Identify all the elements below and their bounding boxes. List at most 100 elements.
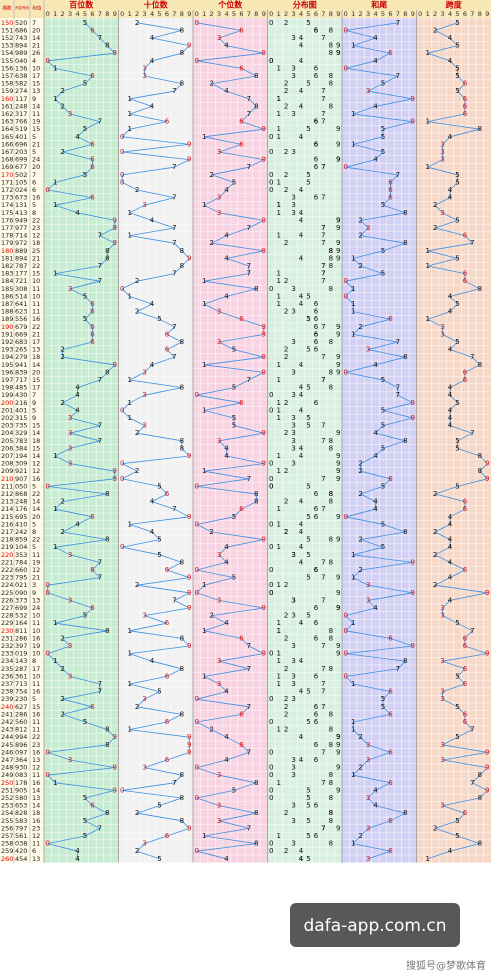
trend-segment <box>144 75 182 84</box>
trend-segment <box>233 782 257 791</box>
column-label: 1 <box>277 10 281 18</box>
distribution-digit: 4 <box>299 57 304 65</box>
trend-digit: 3 <box>366 756 370 764</box>
trend-digit: 5 <box>455 72 459 80</box>
trend-segment <box>62 524 78 533</box>
draw-number: 143 <box>15 657 27 665</box>
issue: 176 <box>1 216 13 224</box>
trend-digit: 4 <box>448 384 453 392</box>
distribution-digit: 4 <box>299 254 304 262</box>
draw-number: 713 <box>15 680 27 688</box>
trend-digit: 2 <box>60 353 64 361</box>
trend-segment <box>464 645 488 654</box>
trend-digit: 1 <box>127 95 131 103</box>
draw-digit: 6 <box>15 604 19 612</box>
trend-segment <box>353 774 391 784</box>
draw-number: 812 <box>15 726 27 734</box>
distribution-digit: 5 <box>306 688 310 696</box>
draw-number: 627 <box>15 703 27 711</box>
trend-digit: 4 <box>448 574 453 582</box>
trend-digit: 4 <box>224 444 229 452</box>
draw-digit: 1 <box>15 452 19 460</box>
issue: 208 <box>1 460 13 468</box>
distribution-digit: 9 <box>336 156 340 164</box>
trend-segment <box>442 136 451 145</box>
trend-digit: 8 <box>180 634 184 642</box>
distribution-digit: 6 <box>314 323 319 331</box>
distribution-digit: 8 <box>329 634 333 642</box>
trend-segment <box>99 258 108 267</box>
trend-digit: 7 <box>172 353 176 361</box>
trend-digit: 3 <box>68 414 72 422</box>
draw-digit: 5 <box>15 315 19 323</box>
trend-segment <box>360 212 406 221</box>
section-title: 十位数 <box>144 0 169 10</box>
trend-segment <box>449 592 488 601</box>
trend-segment <box>367 600 376 609</box>
column-label: 7 <box>321 10 325 18</box>
trend-digit: 8 <box>254 102 258 110</box>
draw-number: 894 <box>15 42 27 50</box>
draw-digit: 9 <box>19 513 23 521</box>
distribution-digit: 3 <box>291 414 295 422</box>
sum: 14 <box>32 34 40 42</box>
trend-digit: 0 <box>120 406 124 414</box>
trend-segment <box>219 600 264 609</box>
trend-digit: 8 <box>478 467 482 475</box>
draw-digit: 7 <box>15 574 19 582</box>
trend-segment <box>375 805 406 814</box>
trend-digit: 2 <box>209 80 213 88</box>
issue: 186 <box>1 292 13 300</box>
column-label: 0 <box>344 10 348 18</box>
draw-digit: 2 <box>15 665 19 673</box>
draw-digit: 7 <box>23 824 27 832</box>
column-label: 3 <box>143 10 147 18</box>
draw-digit: 4 <box>23 619 27 627</box>
trend-segment <box>367 341 398 350</box>
trend-digit: 1 <box>202 277 206 285</box>
issue: 180 <box>1 247 13 255</box>
sum: 5 <box>32 201 36 209</box>
trend-digit: 7 <box>98 262 102 270</box>
distribution-digit: 1 <box>276 414 280 422</box>
trend-digit: 1 <box>351 771 355 779</box>
trend-digit: 4 <box>373 34 378 42</box>
distribution-digit: 0 <box>269 718 273 726</box>
distribution-digit: 5 <box>306 292 310 300</box>
draw-digit: 6 <box>23 741 27 749</box>
trend-segment <box>472 782 488 791</box>
trend-digit: 4 <box>448 133 453 141</box>
trend-segment <box>129 645 190 654</box>
distribution-digit: 2 <box>284 581 288 589</box>
issue: 202 <box>1 414 13 422</box>
distribution-digit: 7 <box>321 118 325 126</box>
distribution-digit: 7 <box>321 194 325 202</box>
issue: 223 <box>1 574 13 582</box>
sum: 22 <box>32 323 40 331</box>
draw-digit: 0 <box>15 482 19 490</box>
draw-digit: 6 <box>15 163 19 171</box>
trend-digit: 1 <box>351 840 355 848</box>
trend-segment <box>121 410 130 419</box>
trend-digit: 9 <box>187 589 191 597</box>
column-label: 8 <box>180 10 184 18</box>
issue: 254 <box>1 809 13 817</box>
distribution-digit: 5 <box>306 315 310 323</box>
trend-segment <box>196 516 235 525</box>
trend-segment <box>144 60 153 69</box>
draw-digit: 3 <box>15 642 19 650</box>
distribution-digit: 1 <box>276 300 280 308</box>
column-label: 6 <box>90 10 94 18</box>
trend-digit: 3 <box>440 330 444 338</box>
trend-segment <box>345 364 376 373</box>
sum: 7 <box>32 19 36 27</box>
trend-segment <box>241 121 264 130</box>
distribution-digit: 9 <box>336 589 340 597</box>
distribution-digit: 0 <box>269 840 273 848</box>
column-label: 0 <box>418 10 422 18</box>
trend-segment <box>47 182 56 191</box>
distribution-digit: 9 <box>336 330 340 338</box>
distribution-digit: 3 <box>291 695 295 703</box>
column-label: 6 <box>165 10 169 18</box>
trend-digit: 9 <box>187 741 191 749</box>
